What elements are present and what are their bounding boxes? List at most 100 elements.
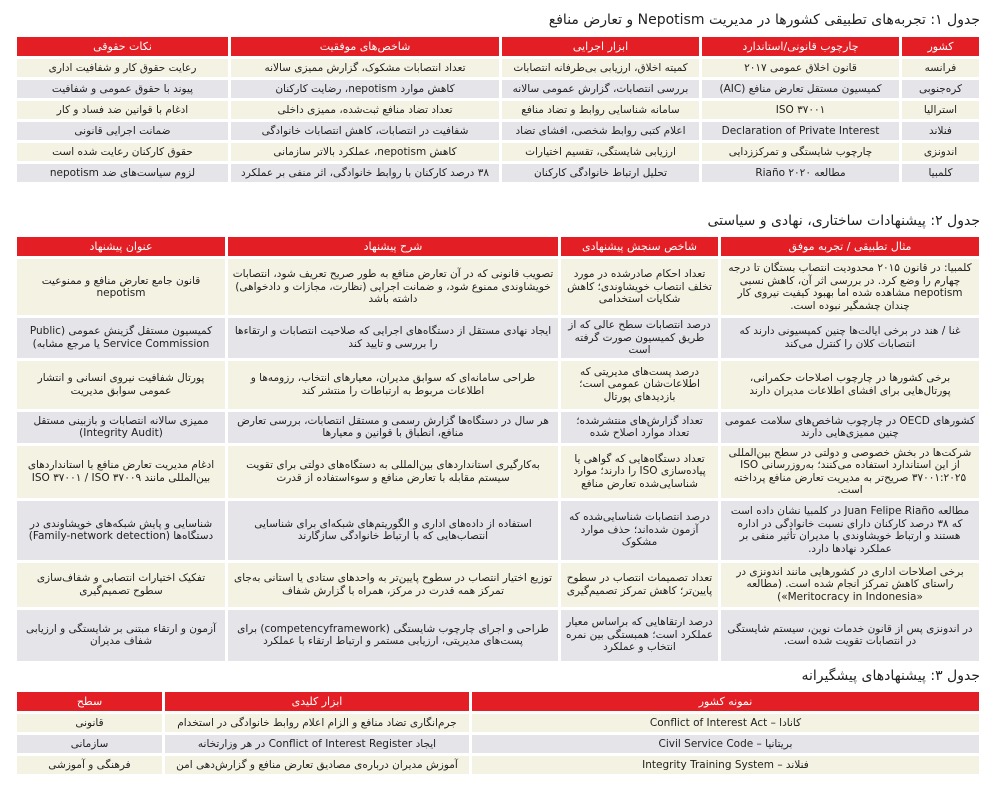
table-row: کره‌جنوبی کمیسیون مستقل تعارض منافع (AIC)… (17, 80, 979, 98)
table-cell: پیوند با حقوق عمومی و شفافیت (17, 80, 228, 98)
table-country-experiences: کشور چارچوب قانونی/استاندارد ابزار اجرایی ش… (14, 34, 982, 185)
table-cell: ایجاد Conflict of Interest Register در ه… (165, 735, 469, 753)
table-row: برخی کشورها در چارچوب اصلاحات حکمرانی، پ… (17, 360, 979, 409)
table-cell: درصد انتصابات شناسایی‌شده که آزمون شده‌ا… (561, 500, 718, 560)
table3-title: جدول ۳: پیشنهادهای پیشگیرانه (801, 668, 980, 684)
column-header: سطح (17, 692, 162, 711)
table-row: شرکت‌ها در بخش خصوصی و دولتی در سطح بین‌… (17, 445, 979, 498)
table-cell: ایجاد نهادی مستقل از دستگاه‌های اجرایی ک… (228, 318, 558, 358)
table-cell: رعایت حقوق کار و شفافیت اداری (17, 59, 228, 77)
column-header: شاخص‌های موفقیت (231, 37, 499, 56)
table-cell: تعداد دستگاه‌هایی که گواهی یا پیاده‌سازی… (561, 445, 718, 498)
table-cell: مطالعه Riaño ۲۰۲۰ (702, 164, 899, 182)
column-header: ابزار کلیدی (165, 692, 469, 711)
column-header: مثال تطبیقی / تجربه موفق (721, 237, 979, 256)
table-row: در اندونزی پس از قانون خدمات نوین، سیستم… (17, 609, 979, 661)
column-header: شرح پیشنهاد (228, 237, 558, 256)
table-cell: توزیع اختیار انتصاب در سطوح پایین‌تر به … (228, 562, 558, 607)
table-row: غنا / هند در برخی ایالت‌ها چنین کمیسیونی… (17, 318, 979, 358)
table-row: اندونزی چارچوب شایستگی و تمرکززدایی ارزیاب… (17, 143, 979, 161)
table-header-row: کشور چارچوب قانونی/استاندارد ابزار اجرایی ش… (17, 37, 979, 56)
table-cell: به‌کارگیری استانداردهای بین‌المللی به دس… (228, 445, 558, 498)
table-cell: آزمون و ارتقاء مبتنی بر شایستگی و ارزیاب… (17, 609, 225, 661)
table-cell: غنا / هند در برخی ایالت‌ها چنین کمیسیونی… (721, 318, 979, 358)
table-cell: کشورهای OECD در چارچوب شاخص‌های سلامت عم… (721, 411, 979, 443)
table-cell: فرانسه (902, 59, 979, 77)
column-header: نمونه کشور (472, 692, 979, 711)
table-cell: درصد ارتقاهایی که براساس معیار عملکرد اس… (561, 609, 718, 661)
table-cell: پورتال شفافیت نیروی انسانی و انتشار عموم… (17, 360, 225, 409)
table-row: مطالعه Juan Felipe Riaño در کلمبیا نشان … (17, 500, 979, 560)
table-header-row: مثال تطبیقی / تجربه موفق شاخص سنجش پیشنها… (17, 237, 979, 256)
table-cell: تعداد تضاد منافع ثبت‌شده، ممیزی داخلی (231, 101, 499, 119)
table-cell: کاهش nepotism، عملکرد بالاتر سازمانی (231, 143, 499, 161)
column-header: چارچوب قانونی/استاندارد (702, 37, 899, 56)
table-cell: اندونزی (902, 143, 979, 161)
table-cell: قانون اخلاق عمومی ۲۰۱۷ (702, 59, 899, 77)
table-cell: ارزیابی شایستگی، تقسیم اختیارات (502, 143, 699, 161)
table-cell: تفکیک اختیارات انتصابی و شفاف‌سازی سطوح … (17, 562, 225, 607)
table-cell: چارچوب شایستگی و تمرکززدایی (702, 143, 899, 161)
table-cell: کره‌جنوبی (902, 80, 979, 98)
column-header: ابزار اجرایی (502, 37, 699, 56)
table-row: کشورهای OECD در چارچوب شاخص‌های سلامت عم… (17, 411, 979, 443)
table-cell: طراحی و اجرای چارچوب شایستگی (competency… (228, 609, 558, 661)
table-cell: قانون جامع تعارض منافع و ممنوعیت nepotis… (17, 259, 225, 315)
column-header: نکات حقوقی (17, 37, 228, 56)
table1-title: جدول ۱: تجربه‌های تطبیقی کشورها در مدیری… (548, 12, 980, 28)
table-cell: بریتانیا – Civil Service Code (472, 735, 979, 753)
table-preventive-proposals: نمونه کشور ابزار کلیدی سطح کانادا – Confli… (14, 689, 982, 777)
table-cell: ادغام با قوانین ضد فساد و کار (17, 101, 228, 119)
table-cell: فنلاند – Integrity Training System (472, 756, 979, 774)
table-cell: Declaration of Private Interest (702, 122, 899, 140)
table-cell: سامانه شناسایی روابط و تضاد منافع (502, 101, 699, 119)
table-cell: لزوم سیاست‌های ضد nepotism (17, 164, 228, 182)
table-cell: بررسی انتصابات، گزارش عمومی سالانه (502, 80, 699, 98)
table-cell: کمیته اخلاق، ارزیابی بی‌طرفانه انتصابات (502, 59, 699, 77)
table-cell: کلمبیا: در قانون ۲۰۱۵ محدودیت انتصاب بست… (721, 259, 979, 315)
table-cell: استفاده از داده‌های اداری و الگوریتم‌های… (228, 500, 558, 560)
table-cell: ISO ۳۷۰۰۱ (702, 101, 899, 119)
table-cell: شرکت‌ها در بخش خصوصی و دولتی در سطح بین‌… (721, 445, 979, 498)
table-row: کانادا – Conflict of Interest Act جرم‌انگ… (17, 714, 979, 732)
table-cell: کلمبیا (902, 164, 979, 182)
table-cell: برخی کشورها در چارچوب اصلاحات حکمرانی، پ… (721, 360, 979, 409)
table-cell: در اندونزی پس از قانون خدمات نوین، سیستم… (721, 609, 979, 661)
table-cell: ممیزی سالانه انتصابات و بازبینی مستقل (I… (17, 411, 225, 443)
table-cell: هر سال در دستگاه‌ها گزارش رسمی و مستقل ا… (228, 411, 558, 443)
table-cell: کاهش موارد nepotism، رضایت کارکنان (231, 80, 499, 98)
table-row: کلمبیا مطالعه Riaño ۲۰۲۰ تحلیل ارتباط خانو… (17, 164, 979, 182)
table-cell: شناسایی و پایش شبکه‌های خویشاوندی در دست… (17, 500, 225, 560)
column-header: شاخص سنجش پیشنهادی (561, 237, 718, 256)
table-row: کلمبیا: در قانون ۲۰۱۵ محدودیت انتصاب بست… (17, 259, 979, 315)
table-row: فنلاند – Integrity Training System آموزش … (17, 756, 979, 774)
table-cell: تحلیل ارتباط خانوادگی کارکنان (502, 164, 699, 182)
table-row: بریتانیا – Civil Service Code ایجاد Confl… (17, 735, 979, 753)
table-cell: فرهنگی و آموزشی (17, 756, 162, 774)
column-header: عنوان پیشنهاد (17, 237, 225, 256)
table-cell: آموزش مدیران درباره‌ی مصادیق تعارض منافع… (165, 756, 469, 774)
table-cell: ادغام مدیریت تعارض منافع با استانداردهای… (17, 445, 225, 498)
table-cell: تصویب قانونی که در آن تعارض منافع به طور… (228, 259, 558, 315)
table-cell: مطالعه Juan Felipe Riaño در کلمبیا نشان … (721, 500, 979, 560)
table-cell: کانادا – Conflict of Interest Act (472, 714, 979, 732)
table-cell: ضمانت اجرایی قانونی (17, 122, 228, 140)
table-row: فنلاند Declaration of Private Interest اعل… (17, 122, 979, 140)
table-cell: کمیسیون مستقل تعارض منافع (AIC) (702, 80, 899, 98)
table-cell: تعداد گزارش‌های منتشرشده؛ تعداد موارد اص… (561, 411, 718, 443)
table-cell: اعلام کتبی روابط شخصی، افشای تضاد (502, 122, 699, 140)
table-cell: تعداد تصمیمات انتصاب در سطوح پایین‌تر؛ ک… (561, 562, 718, 607)
table-cell: شفافیت در انتصابات، کاهش انتصابات خانواد… (231, 122, 499, 140)
table-row: برخی اصلاحات اداری در کشورهایی مانند اند… (17, 562, 979, 607)
table-cell: ۳۸ درصد کارکنان با روابط خانوادگی، اثر م… (231, 164, 499, 182)
table-cell: سازمانی (17, 735, 162, 753)
table-cell: برخی اصلاحات اداری در کشورهایی مانند اند… (721, 562, 979, 607)
column-header: کشور (902, 37, 979, 56)
table-cell: استرالیا (902, 101, 979, 119)
table-cell: تعداد انتصابات مشکوک، گزارش ممیزی سالانه (231, 59, 499, 77)
table-cell: درصد پست‌های مدیریتی که اطلاعات‌شان عموم… (561, 360, 718, 409)
table-cell: فنلاند (902, 122, 979, 140)
table-cell: تعداد احکام صادرشده در مورد تخلف انتصاب … (561, 259, 718, 315)
table-cell: جرم‌انگاری تضاد منافع و الزام اعلام رواب… (165, 714, 469, 732)
table2-title: جدول ۲: پیشنهادات ساختاری، نهادی و سیاست… (707, 213, 980, 229)
